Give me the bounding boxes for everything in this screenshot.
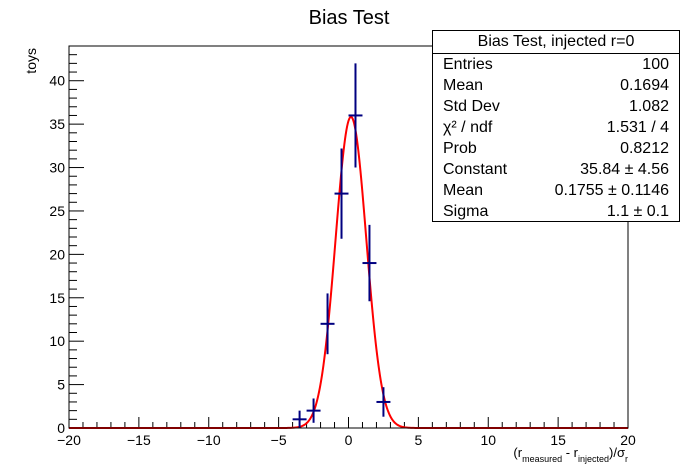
- x-tick-label: 0: [345, 432, 353, 448]
- x-label-minus: - r: [562, 445, 579, 460]
- stats-row-value: 0.1755 ± 0.1146: [554, 182, 669, 199]
- data-point: [334, 148, 349, 239]
- data-point: [376, 387, 391, 417]
- x-tick-label: −15: [127, 432, 151, 448]
- stats-row-label: χ² / ndf: [443, 119, 493, 136]
- chart-title: Bias Test: [309, 7, 390, 29]
- stats-row: Mean 0.1694: [433, 75, 679, 96]
- y-tick-label: 20: [49, 246, 65, 262]
- x-axis-label: (rmeasured - rinjected)/σr: [513, 445, 628, 464]
- stats-row-label: Entries: [443, 56, 493, 73]
- data-point: [348, 63, 363, 168]
- stats-box: Bias Test, injected r=0 Entries 100 Mean…: [432, 30, 680, 222]
- x-label-measured-subscript: measured: [522, 454, 562, 464]
- x-tick-label: 20: [620, 432, 636, 448]
- y-tick-label: 10: [49, 333, 65, 349]
- stats-row-value: 1.082: [628, 98, 669, 115]
- data-point: [320, 293, 335, 355]
- x-tick-label: −10: [197, 432, 221, 448]
- x-tick-label: 15: [550, 432, 566, 448]
- plot-frame: [68, 45, 629, 429]
- stats-row-value: 100: [642, 56, 669, 73]
- stats-row-value: 1.531 / 4: [606, 119, 669, 136]
- stats-row-label: Prob: [443, 140, 477, 157]
- stats-row-value: 0.8212: [620, 140, 669, 157]
- stats-row-value: 0.1694: [620, 77, 669, 94]
- x-tick-label: −20: [57, 432, 81, 448]
- x-label-sigma-subscript: r: [625, 454, 628, 464]
- stats-row: Mean 0.1755 ± 0.1146: [433, 180, 679, 201]
- stats-title: Bias Test, injected r=0: [433, 31, 679, 54]
- stats-row-label: Mean: [443, 77, 484, 94]
- x-tick-label: −5: [271, 432, 287, 448]
- y-tick-label: 5: [57, 377, 65, 393]
- y-tick-label: 30: [49, 160, 65, 176]
- data-point: [292, 410, 307, 428]
- stats-row-value: 1.1 ± 0.1: [606, 203, 669, 220]
- stats-rows: Entries 100 Mean 0.1694 Std Dev 1.082 χ²…: [433, 54, 679, 222]
- stats-row: Std Dev 1.082: [433, 96, 679, 117]
- stats-row-label: Constant: [443, 161, 508, 178]
- y-tick-label: 25: [49, 203, 65, 219]
- y-tick-label: 35: [49, 116, 65, 132]
- stats-row-label: Sigma: [443, 203, 489, 220]
- stats-row: Constant 35.84 ± 4.56: [433, 159, 679, 180]
- y-tick-label: 15: [49, 290, 65, 306]
- stats-row: Sigma 1.1 ± 0.1: [433, 201, 679, 222]
- stats-row: Prob 0.8212: [433, 138, 679, 159]
- stats-row-label: Mean: [443, 182, 484, 199]
- y-axis-label: toys: [23, 48, 39, 74]
- data-point: [306, 398, 321, 423]
- stats-row-label: Std Dev: [443, 98, 500, 115]
- x-tick-label: 10: [480, 432, 496, 448]
- x-label-injected-subscript: injected: [578, 454, 609, 464]
- data-point: [362, 224, 377, 302]
- stats-row: Entries 100: [433, 54, 679, 75]
- y-tick-label: 40: [49, 73, 65, 89]
- x-axis: −20 −15 −10 −5 0 5 10 15 20: [57, 417, 636, 448]
- stats-row-value: 35.84 ± 4.56: [580, 161, 669, 178]
- x-label-open: (r: [513, 445, 522, 460]
- y-tick-label: 0: [57, 420, 65, 436]
- data-points: [292, 63, 391, 428]
- x-tick-label: 5: [414, 432, 422, 448]
- x-label-close: )/σ: [609, 445, 625, 460]
- y-axis: 0 5 10 15 20 25 30 35 40: [49, 45, 84, 436]
- stats-row: χ² / ndf 1.531 / 4: [433, 117, 679, 138]
